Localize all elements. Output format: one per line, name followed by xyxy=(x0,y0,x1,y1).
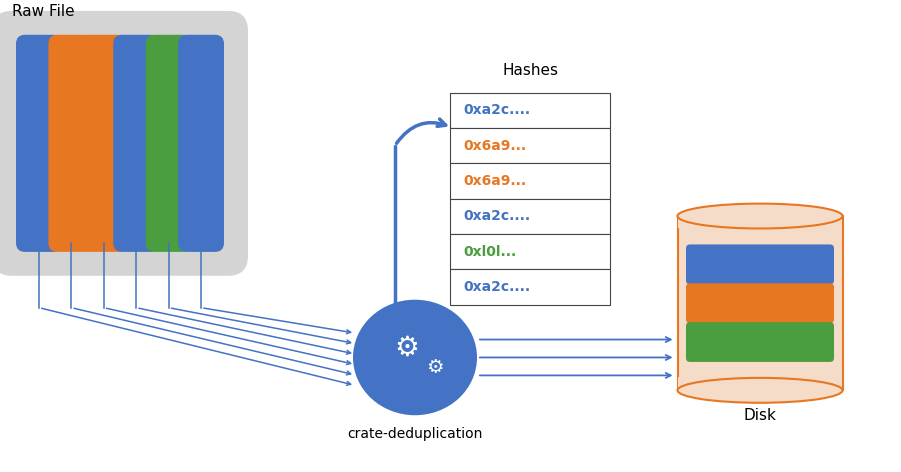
Text: 0xa2c....: 0xa2c.... xyxy=(463,103,530,117)
Text: 0xa2c....: 0xa2c.... xyxy=(463,280,530,294)
Ellipse shape xyxy=(678,378,842,403)
Bar xyxy=(450,93,610,128)
Bar xyxy=(678,377,842,389)
Text: crate-deduplication: crate-deduplication xyxy=(347,427,483,441)
Text: ⚙: ⚙ xyxy=(395,334,420,362)
FancyBboxPatch shape xyxy=(16,35,62,252)
Bar xyxy=(678,216,842,228)
FancyBboxPatch shape xyxy=(114,35,159,252)
Bar xyxy=(450,234,610,270)
Text: 0x6a9...: 0x6a9... xyxy=(463,174,526,188)
Text: Raw File: Raw File xyxy=(12,4,75,19)
Bar xyxy=(450,270,610,305)
FancyBboxPatch shape xyxy=(686,244,834,284)
Text: 0xa2c....: 0xa2c.... xyxy=(463,209,530,223)
Bar xyxy=(450,199,610,234)
Bar xyxy=(450,128,610,163)
Text: Hashes: Hashes xyxy=(502,63,558,77)
FancyBboxPatch shape xyxy=(0,11,248,276)
Bar xyxy=(678,216,842,390)
FancyBboxPatch shape xyxy=(178,35,224,252)
Bar xyxy=(450,163,610,199)
FancyBboxPatch shape xyxy=(49,35,95,252)
Text: ⚙: ⚙ xyxy=(426,358,444,377)
FancyBboxPatch shape xyxy=(146,35,192,252)
FancyBboxPatch shape xyxy=(686,322,834,362)
FancyBboxPatch shape xyxy=(81,35,127,252)
Ellipse shape xyxy=(353,300,477,415)
Ellipse shape xyxy=(678,203,842,228)
FancyBboxPatch shape xyxy=(686,283,834,323)
Text: Disk: Disk xyxy=(743,408,777,423)
Text: 0xl0l...: 0xl0l... xyxy=(463,244,516,259)
Text: 0x6a9...: 0x6a9... xyxy=(463,139,526,152)
